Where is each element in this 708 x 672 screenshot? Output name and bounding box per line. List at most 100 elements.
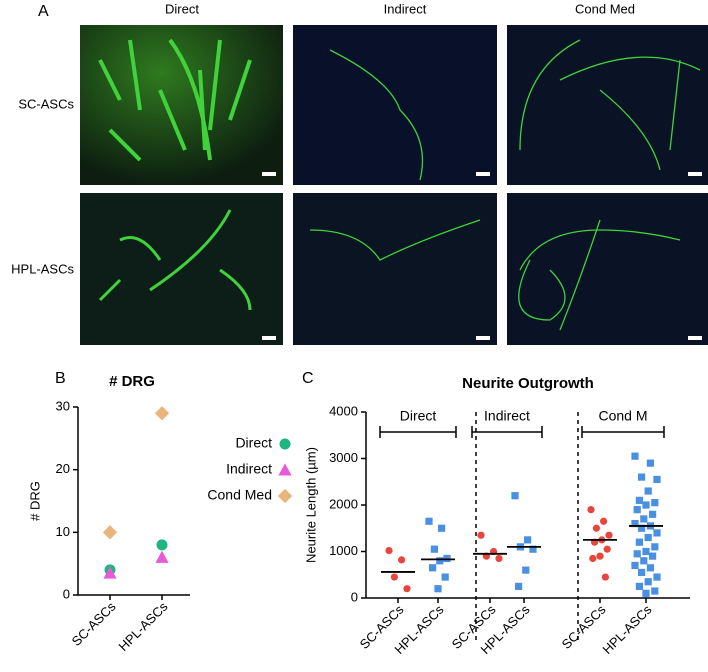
- y-tick-label: 0: [351, 589, 358, 604]
- point: [638, 568, 646, 577]
- point: [438, 524, 446, 532]
- point: [605, 531, 613, 539]
- column-label: Cond Med: [575, 1, 635, 16]
- point: [430, 545, 438, 553]
- y-tick-label: 20: [56, 461, 70, 476]
- point: [103, 566, 117, 579]
- y-axis-label: # DRG: [27, 481, 42, 521]
- point: [644, 533, 652, 542]
- column-label: Indirect: [384, 1, 427, 16]
- point: [646, 564, 654, 572]
- group-label: Direct: [400, 408, 437, 424]
- point: [429, 564, 437, 572]
- scale-bars: [262, 172, 702, 340]
- point: [596, 552, 604, 560]
- point: [646, 459, 654, 467]
- point: [277, 488, 293, 504]
- panel-label: C: [302, 370, 314, 387]
- point: [603, 545, 611, 553]
- point: [653, 573, 661, 581]
- point: [651, 587, 659, 595]
- point: [635, 538, 643, 546]
- point: [649, 510, 657, 518]
- point: [640, 557, 648, 565]
- chart-title: # DRG: [109, 373, 155, 390]
- point: [441, 573, 449, 581]
- y-tick-label: 10: [56, 524, 70, 539]
- point: [642, 589, 650, 597]
- neurites: [98, 38, 701, 331]
- image-panel: [507, 193, 708, 345]
- point: [601, 573, 610, 581]
- legend-label: Indirect: [226, 461, 272, 477]
- group-label: Indirect: [484, 408, 530, 424]
- point: [587, 506, 595, 514]
- panel-label: A: [38, 3, 49, 20]
- x-tick-label: HPL-ASCs: [115, 599, 170, 654]
- point: [638, 473, 646, 481]
- point: [155, 550, 169, 563]
- panel-label: B: [55, 370, 66, 387]
- point: [651, 543, 659, 551]
- point: [390, 573, 398, 581]
- x-tick-label: SC-ASCs: [69, 599, 119, 649]
- group-bracket: [581, 426, 665, 438]
- column-label: Direct: [165, 1, 199, 16]
- y-tick-label: 4000: [329, 403, 358, 418]
- point: [154, 406, 170, 421]
- point: [651, 499, 659, 507]
- point: [631, 561, 639, 570]
- image-panel: [80, 25, 283, 185]
- image-panel: [507, 25, 708, 185]
- x-tick-label: HPL-ASCs: [599, 602, 654, 657]
- row-label: HPL-ASCs: [11, 261, 74, 276]
- legend-label: Direct: [235, 435, 272, 451]
- point: [515, 582, 523, 590]
- chart-title: Neurite Outgrowth: [462, 375, 594, 392]
- point: [398, 556, 406, 564]
- y-axis-label: Neurite Length (µm): [303, 447, 318, 563]
- row-label: SC-ASCs: [18, 96, 74, 111]
- image-panel: [293, 193, 497, 345]
- point: [649, 552, 657, 560]
- point: [631, 520, 639, 528]
- legend-label: Cond Med: [207, 487, 272, 503]
- point: [642, 547, 650, 556]
- point: [638, 524, 646, 532]
- point: [522, 566, 530, 574]
- y-tick-label: 30: [56, 398, 70, 413]
- image-panel: [80, 193, 283, 345]
- point: [385, 546, 393, 555]
- point: [425, 517, 433, 525]
- point: [434, 585, 442, 593]
- y-tick-label: 3000: [329, 450, 358, 465]
- point: [403, 585, 411, 593]
- point: [653, 475, 661, 484]
- image-panel: [293, 25, 497, 185]
- point: [592, 524, 601, 532]
- point: [600, 517, 608, 525]
- point: [631, 452, 639, 460]
- point: [633, 506, 641, 514]
- point: [653, 529, 661, 537]
- point: [589, 554, 597, 563]
- point: [278, 463, 292, 476]
- y-tick-label: 0: [63, 586, 70, 601]
- group-bracket: [379, 426, 457, 438]
- point: [635, 582, 643, 590]
- point: [635, 496, 643, 504]
- point: [495, 554, 503, 563]
- point: [640, 515, 648, 523]
- group-label: Cond M: [598, 408, 647, 424]
- point: [633, 550, 641, 558]
- point: [644, 578, 652, 586]
- point: [644, 487, 652, 495]
- point: [102, 525, 118, 540]
- point: [156, 539, 168, 551]
- y-tick-label: 2000: [329, 496, 358, 511]
- point: [524, 536, 532, 544]
- point: [477, 531, 485, 539]
- point: [443, 554, 451, 563]
- point: [436, 557, 444, 565]
